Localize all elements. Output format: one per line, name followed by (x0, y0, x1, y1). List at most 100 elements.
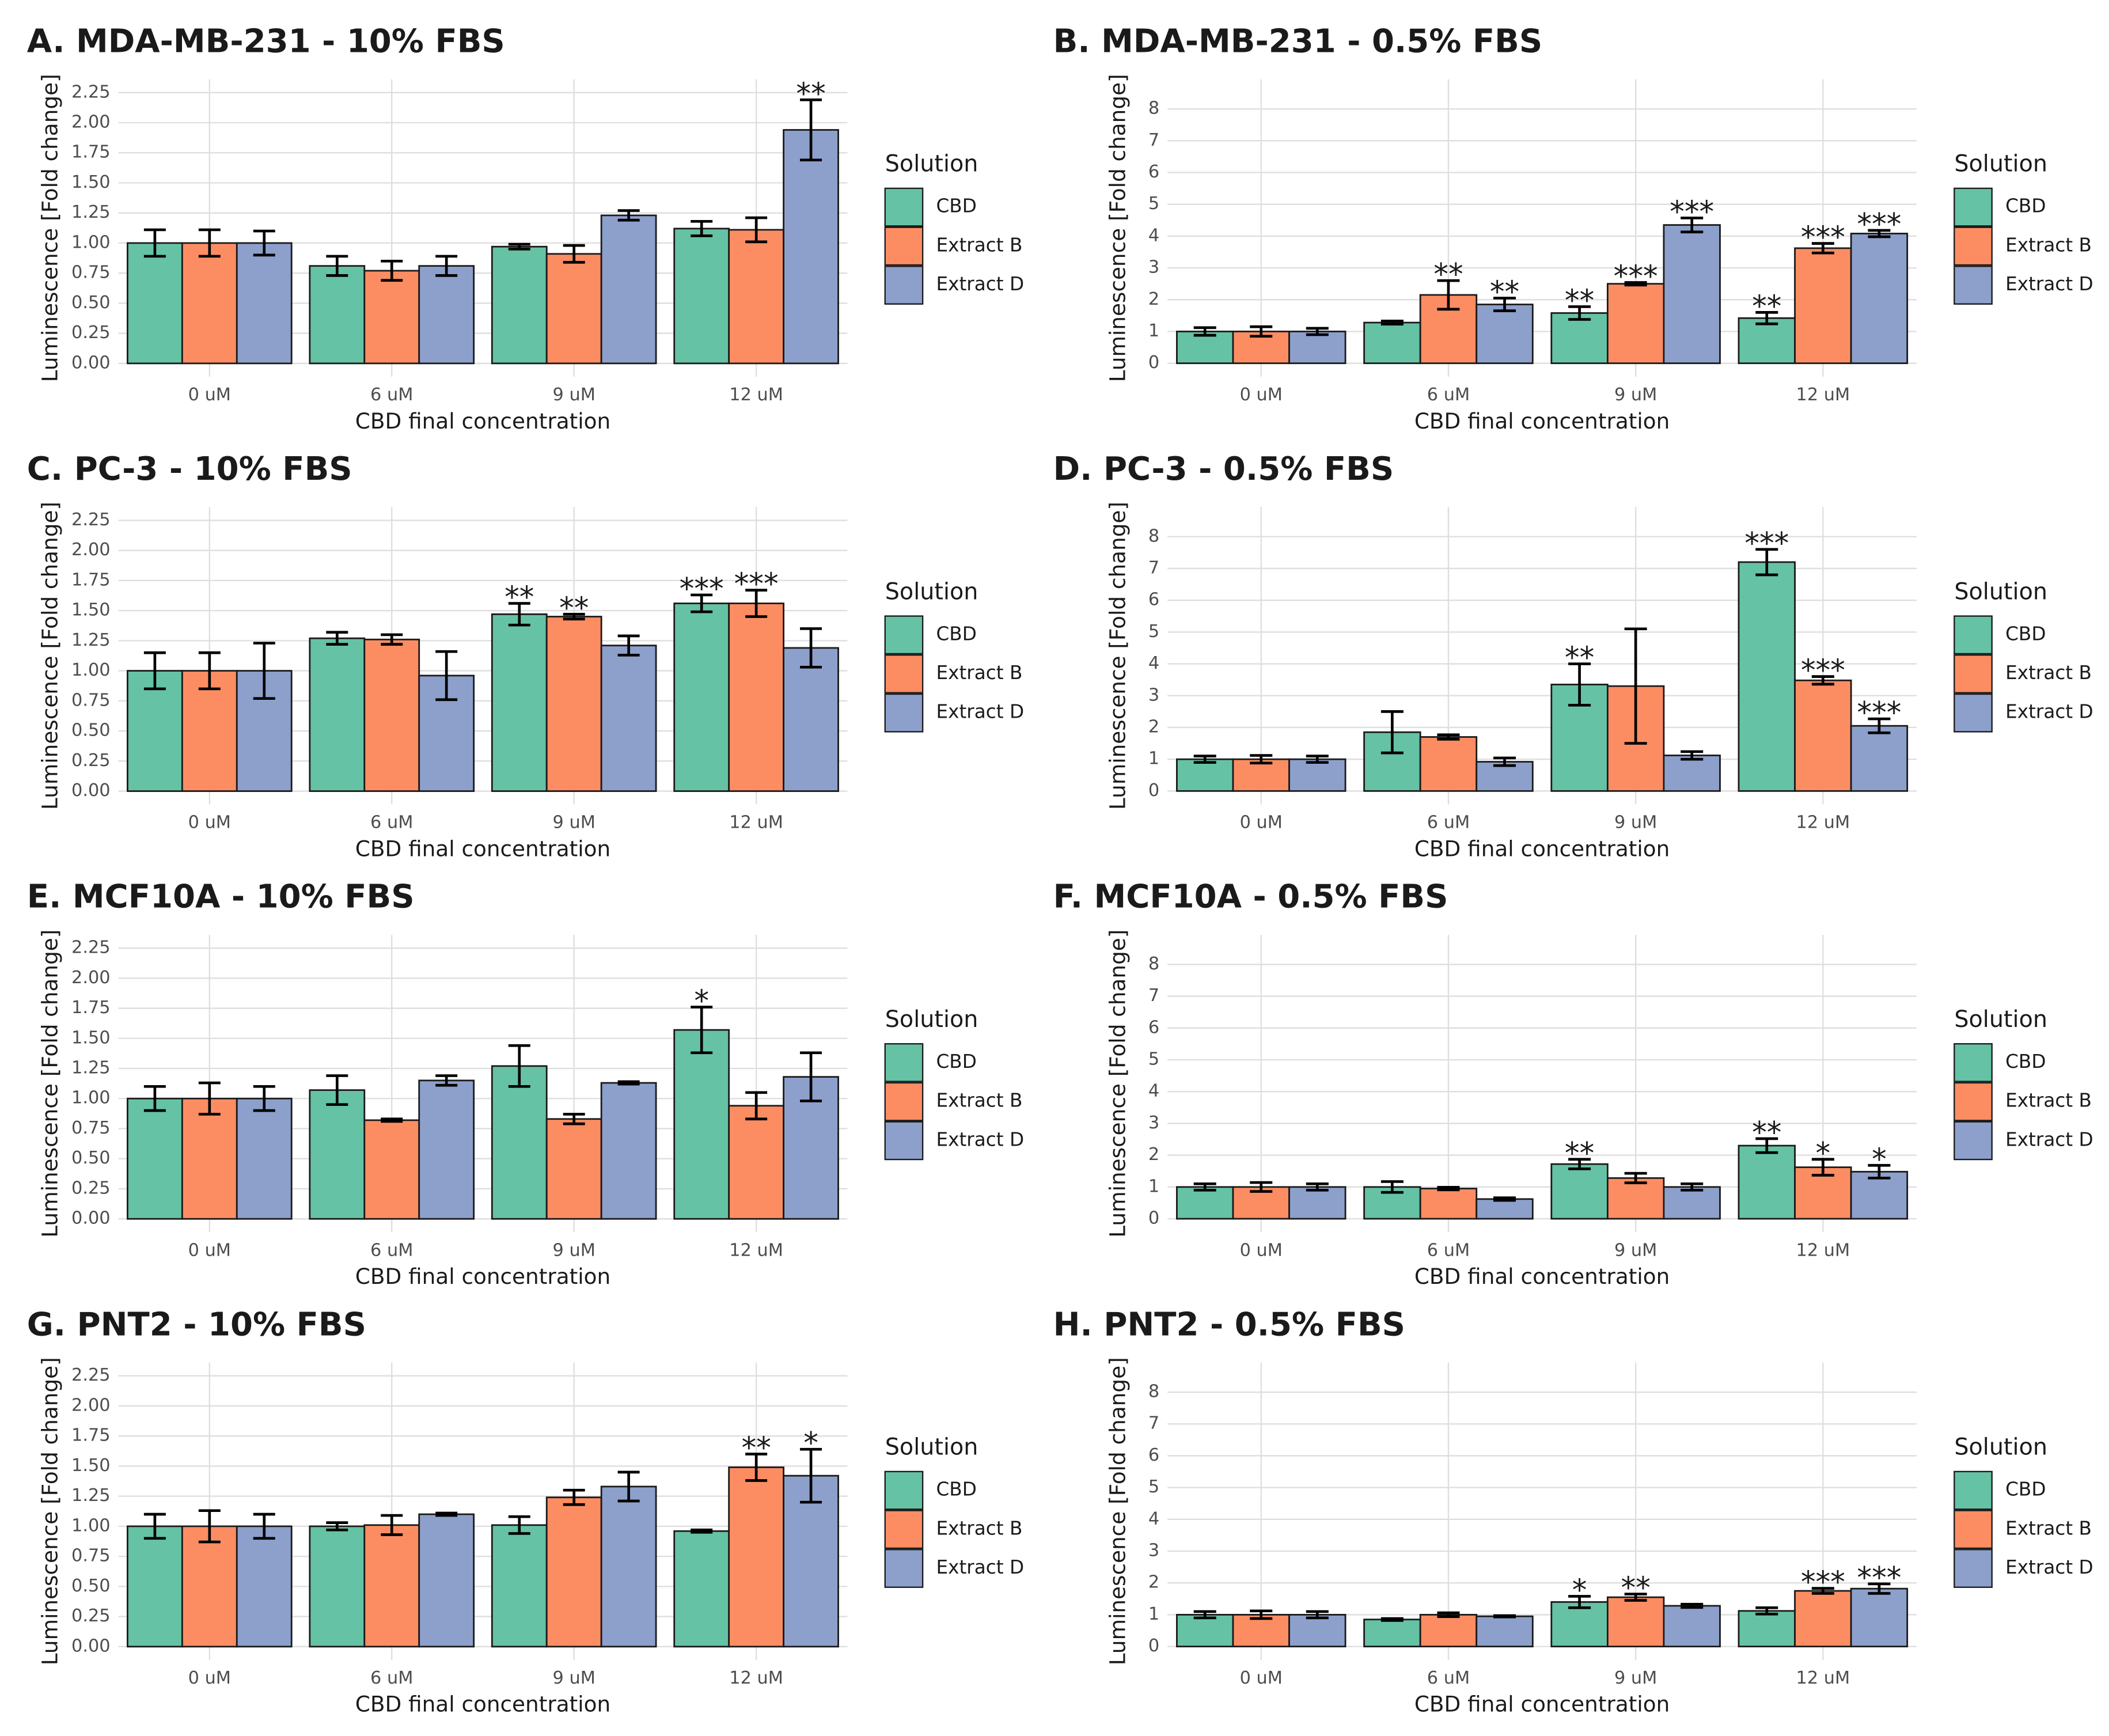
legend-label: Extract B (2005, 1517, 2092, 1539)
y-tick-label: 2 (1148, 717, 1159, 737)
legend-key (1954, 1470, 1993, 1510)
error-bar (1868, 1582, 1891, 1595)
y-axis-title: Luminescence [Fold change] (37, 1357, 62, 1665)
error-bar (1380, 1617, 1404, 1622)
error-bar (381, 1117, 403, 1123)
error-bar (1868, 229, 1891, 238)
error-bar (563, 1488, 585, 1506)
bar (363, 1524, 420, 1648)
significance-label: *** (1670, 195, 1714, 229)
bar (545, 1118, 602, 1220)
error-bar (800, 98, 822, 162)
error-bar (1437, 279, 1460, 311)
error-bar (1755, 1137, 1778, 1154)
bar (309, 637, 366, 792)
y-tick-label: 1.75 (71, 1426, 111, 1446)
bar (1419, 736, 1478, 792)
error-bar (1624, 1172, 1647, 1184)
legend-key (884, 1121, 924, 1161)
x-tick-label: 12 uM (1796, 1668, 1850, 1688)
error-bar (1568, 305, 1591, 321)
y-tick-label: 8 (1148, 526, 1159, 546)
x-tick-label: 9 uM (553, 1240, 595, 1260)
y-tick-label: 1.75 (71, 142, 111, 162)
x-tick-label: 0 uM (1240, 1240, 1283, 1260)
legend-key (1954, 266, 1993, 305)
error-bar (1437, 1186, 1460, 1192)
legend-title: Solution (1954, 578, 2047, 605)
bar (1288, 1186, 1346, 1220)
error-bar (1306, 1182, 1329, 1192)
bar (728, 1105, 785, 1220)
bar (418, 265, 475, 365)
legend-label: Extract D (2005, 1556, 2093, 1578)
y-tick-label: 2.00 (71, 968, 111, 988)
y-tick-label: 0.50 (71, 293, 111, 313)
y-tick-label: 0.25 (71, 1178, 111, 1198)
x-tick-label: 6 uM (1427, 385, 1470, 405)
error-bar (326, 631, 348, 646)
significance-label: ** (1621, 1571, 1650, 1606)
bar (1738, 1144, 1796, 1220)
error-bar (508, 242, 530, 251)
x-tick-label: 9 uM (553, 1668, 595, 1688)
error-bar (1624, 1593, 1647, 1602)
y-axis-title: Luminescence [Fold change] (37, 502, 62, 810)
bar (1850, 1587, 1909, 1648)
error-bar (745, 1091, 768, 1121)
y-tick-label: 1.25 (71, 1485, 111, 1506)
bar (181, 1097, 238, 1220)
legend-key (884, 187, 924, 227)
significance-label: *** (734, 567, 779, 602)
legend-key (884, 226, 924, 266)
y-tick-label: 1.75 (71, 570, 111, 590)
panel-title: D. PC-3 - 0.5% FBS (1053, 450, 1394, 488)
y-tick-label: 2.25 (71, 938, 111, 958)
bar (236, 1525, 293, 1648)
y-tick-label: 1.25 (71, 1058, 111, 1078)
legend-label: Extract D (2005, 1128, 2093, 1150)
legend-key (1954, 187, 1993, 227)
bar (363, 270, 420, 365)
error-bar (617, 1470, 640, 1503)
error-bar (435, 255, 458, 277)
bar (181, 1525, 238, 1648)
y-tick-label: 1.00 (71, 1515, 111, 1536)
error-bar (1493, 1196, 1516, 1202)
bar (418, 1079, 475, 1220)
y-tick-label: 1 (1148, 321, 1159, 341)
x-tick-label: 9 uM (553, 385, 595, 405)
bar (1288, 1614, 1346, 1648)
error-bar (617, 634, 640, 657)
significance-label: * (694, 984, 709, 1018)
legend-label: Extract B (936, 1090, 1022, 1112)
x-tick-label: 0 uM (188, 813, 231, 833)
legend-title: Solution (885, 1006, 978, 1033)
bar (181, 242, 238, 365)
error-bar (198, 1081, 221, 1116)
significance-label: *** (1857, 207, 1901, 242)
error-bar (1193, 1182, 1216, 1192)
bar (673, 1029, 730, 1220)
y-tick-label: 4 (1148, 653, 1159, 673)
error-bar (508, 602, 530, 627)
error-bar (745, 589, 768, 618)
panel-title: A. MDA-MB-231 - 10% FBS (27, 22, 505, 60)
y-tick-label: 1.25 (71, 630, 111, 650)
legend-key (1954, 1510, 1993, 1549)
legend-title: Solution (1954, 151, 2047, 177)
legend-key (1954, 693, 1993, 733)
y-tick-label: 0 (1148, 352, 1159, 373)
y-tick-label: 8 (1148, 1382, 1159, 1402)
x-tick-label: 9 uM (1614, 813, 1657, 833)
bar (491, 1065, 548, 1220)
error-bar (1193, 326, 1216, 337)
y-tick-label: 2.25 (71, 1365, 111, 1385)
y-tick-label: 6 (1148, 1017, 1159, 1037)
y-tick-label: 2 (1148, 1144, 1159, 1165)
legend-label: CBD (936, 623, 976, 645)
significance-label: *** (1614, 260, 1658, 294)
significance-label: ** (1565, 1136, 1594, 1171)
error-bar (1493, 297, 1516, 312)
error-bar (1755, 1606, 1778, 1616)
